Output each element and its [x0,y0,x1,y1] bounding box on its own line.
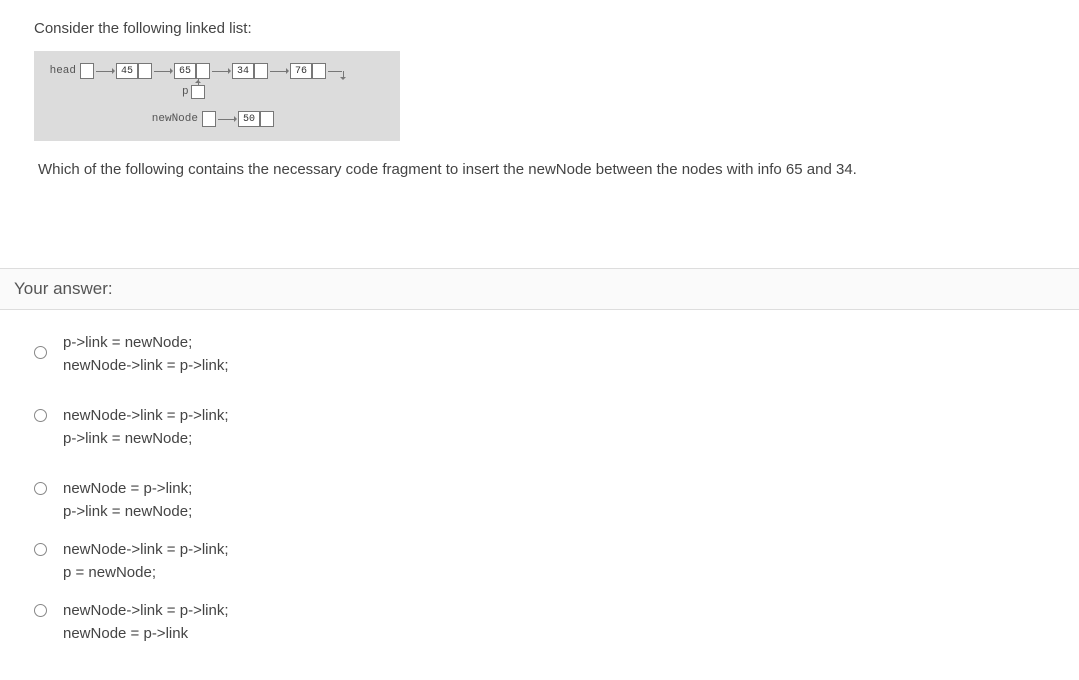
option-row[interactable]: newNode->link = p->link; p->link = newNo… [34,405,1045,450]
code-line: newNode->link = p->link; [63,355,229,378]
code-line: newNode = p->link [63,623,229,646]
option-text: newNode->link = p->link; p->link = newNo… [63,405,229,450]
null-arrow-icon [328,71,342,72]
arrow-icon [154,71,172,72]
p-pointer-cell [191,85,205,99]
arrow-icon [212,71,230,72]
radio-icon[interactable] [34,604,47,617]
newnode-label: newNode [42,113,202,125]
p-label: p [182,86,189,98]
newnode-value: 50 [238,111,260,127]
code-line: p->link = newNode; [63,332,229,355]
node-value: 76 [290,63,312,79]
answer-section: Your answer: p->link = newNode; newNode-… [0,268,1079,665]
newnode-link-cell [260,111,274,127]
option-text: p->link = newNode; newNode->link = p->li… [63,332,229,377]
code-line: newNode = p->link; [63,478,192,501]
newnode-pointer-cell [202,111,216,127]
arrow-icon [96,71,114,72]
radio-icon[interactable] [34,409,47,422]
node-value: 65 [174,63,196,79]
option-text: newNode = p->link; p->link = newNode; [63,478,192,523]
node-value: 34 [232,63,254,79]
newnode-row: newNode 50 [42,109,392,129]
code-line: newNode->link = p->link; [63,405,229,428]
radio-icon[interactable] [34,346,47,359]
option-row[interactable]: newNode->link = p->link; p = newNode; [34,539,1045,584]
radio-icon[interactable] [34,482,47,495]
option-text: newNode->link = p->link; p = newNode; [63,539,229,584]
code-line: p->link = newNode; [63,501,192,524]
node-pointer-cell [312,63,326,79]
node-pointer-cell [138,63,152,79]
head-label: head [42,65,80,77]
options-list: p->link = newNode; newNode->link = p->li… [0,310,1079,665]
node-pointer-cell [254,63,268,79]
arrow-icon [270,71,288,72]
arrow-icon [218,119,236,120]
code-line: p = newNode; [63,562,229,585]
node-value: 45 [116,63,138,79]
code-line: newNode->link = p->link; [63,539,229,562]
linked-list-row: head 45 65 34 76 [42,61,392,81]
option-row[interactable]: p->link = newNode; newNode->link = p->li… [34,332,1045,377]
code-line: p->link = newNode; [63,428,229,451]
option-text: newNode->link = p->link; newNode = p->li… [63,600,229,645]
option-row[interactable]: newNode = p->link; p->link = newNode; [34,478,1045,523]
option-row[interactable]: newNode->link = p->link; newNode = p->li… [34,600,1045,645]
radio-icon[interactable] [34,543,47,556]
question-area: Consider the following linked list: head… [0,0,1079,178]
linked-list-diagram: head 45 65 34 76 p newNode 50 [34,51,400,141]
answer-header: Your answer: [0,268,1079,310]
head-pointer-cell [80,63,94,79]
code-line: newNode->link = p->link; [63,600,229,623]
question-followup: Which of the following contains the nece… [34,161,1045,178]
question-prompt: Consider the following linked list: [34,20,1045,37]
p-pointer-row: p [182,83,392,101]
